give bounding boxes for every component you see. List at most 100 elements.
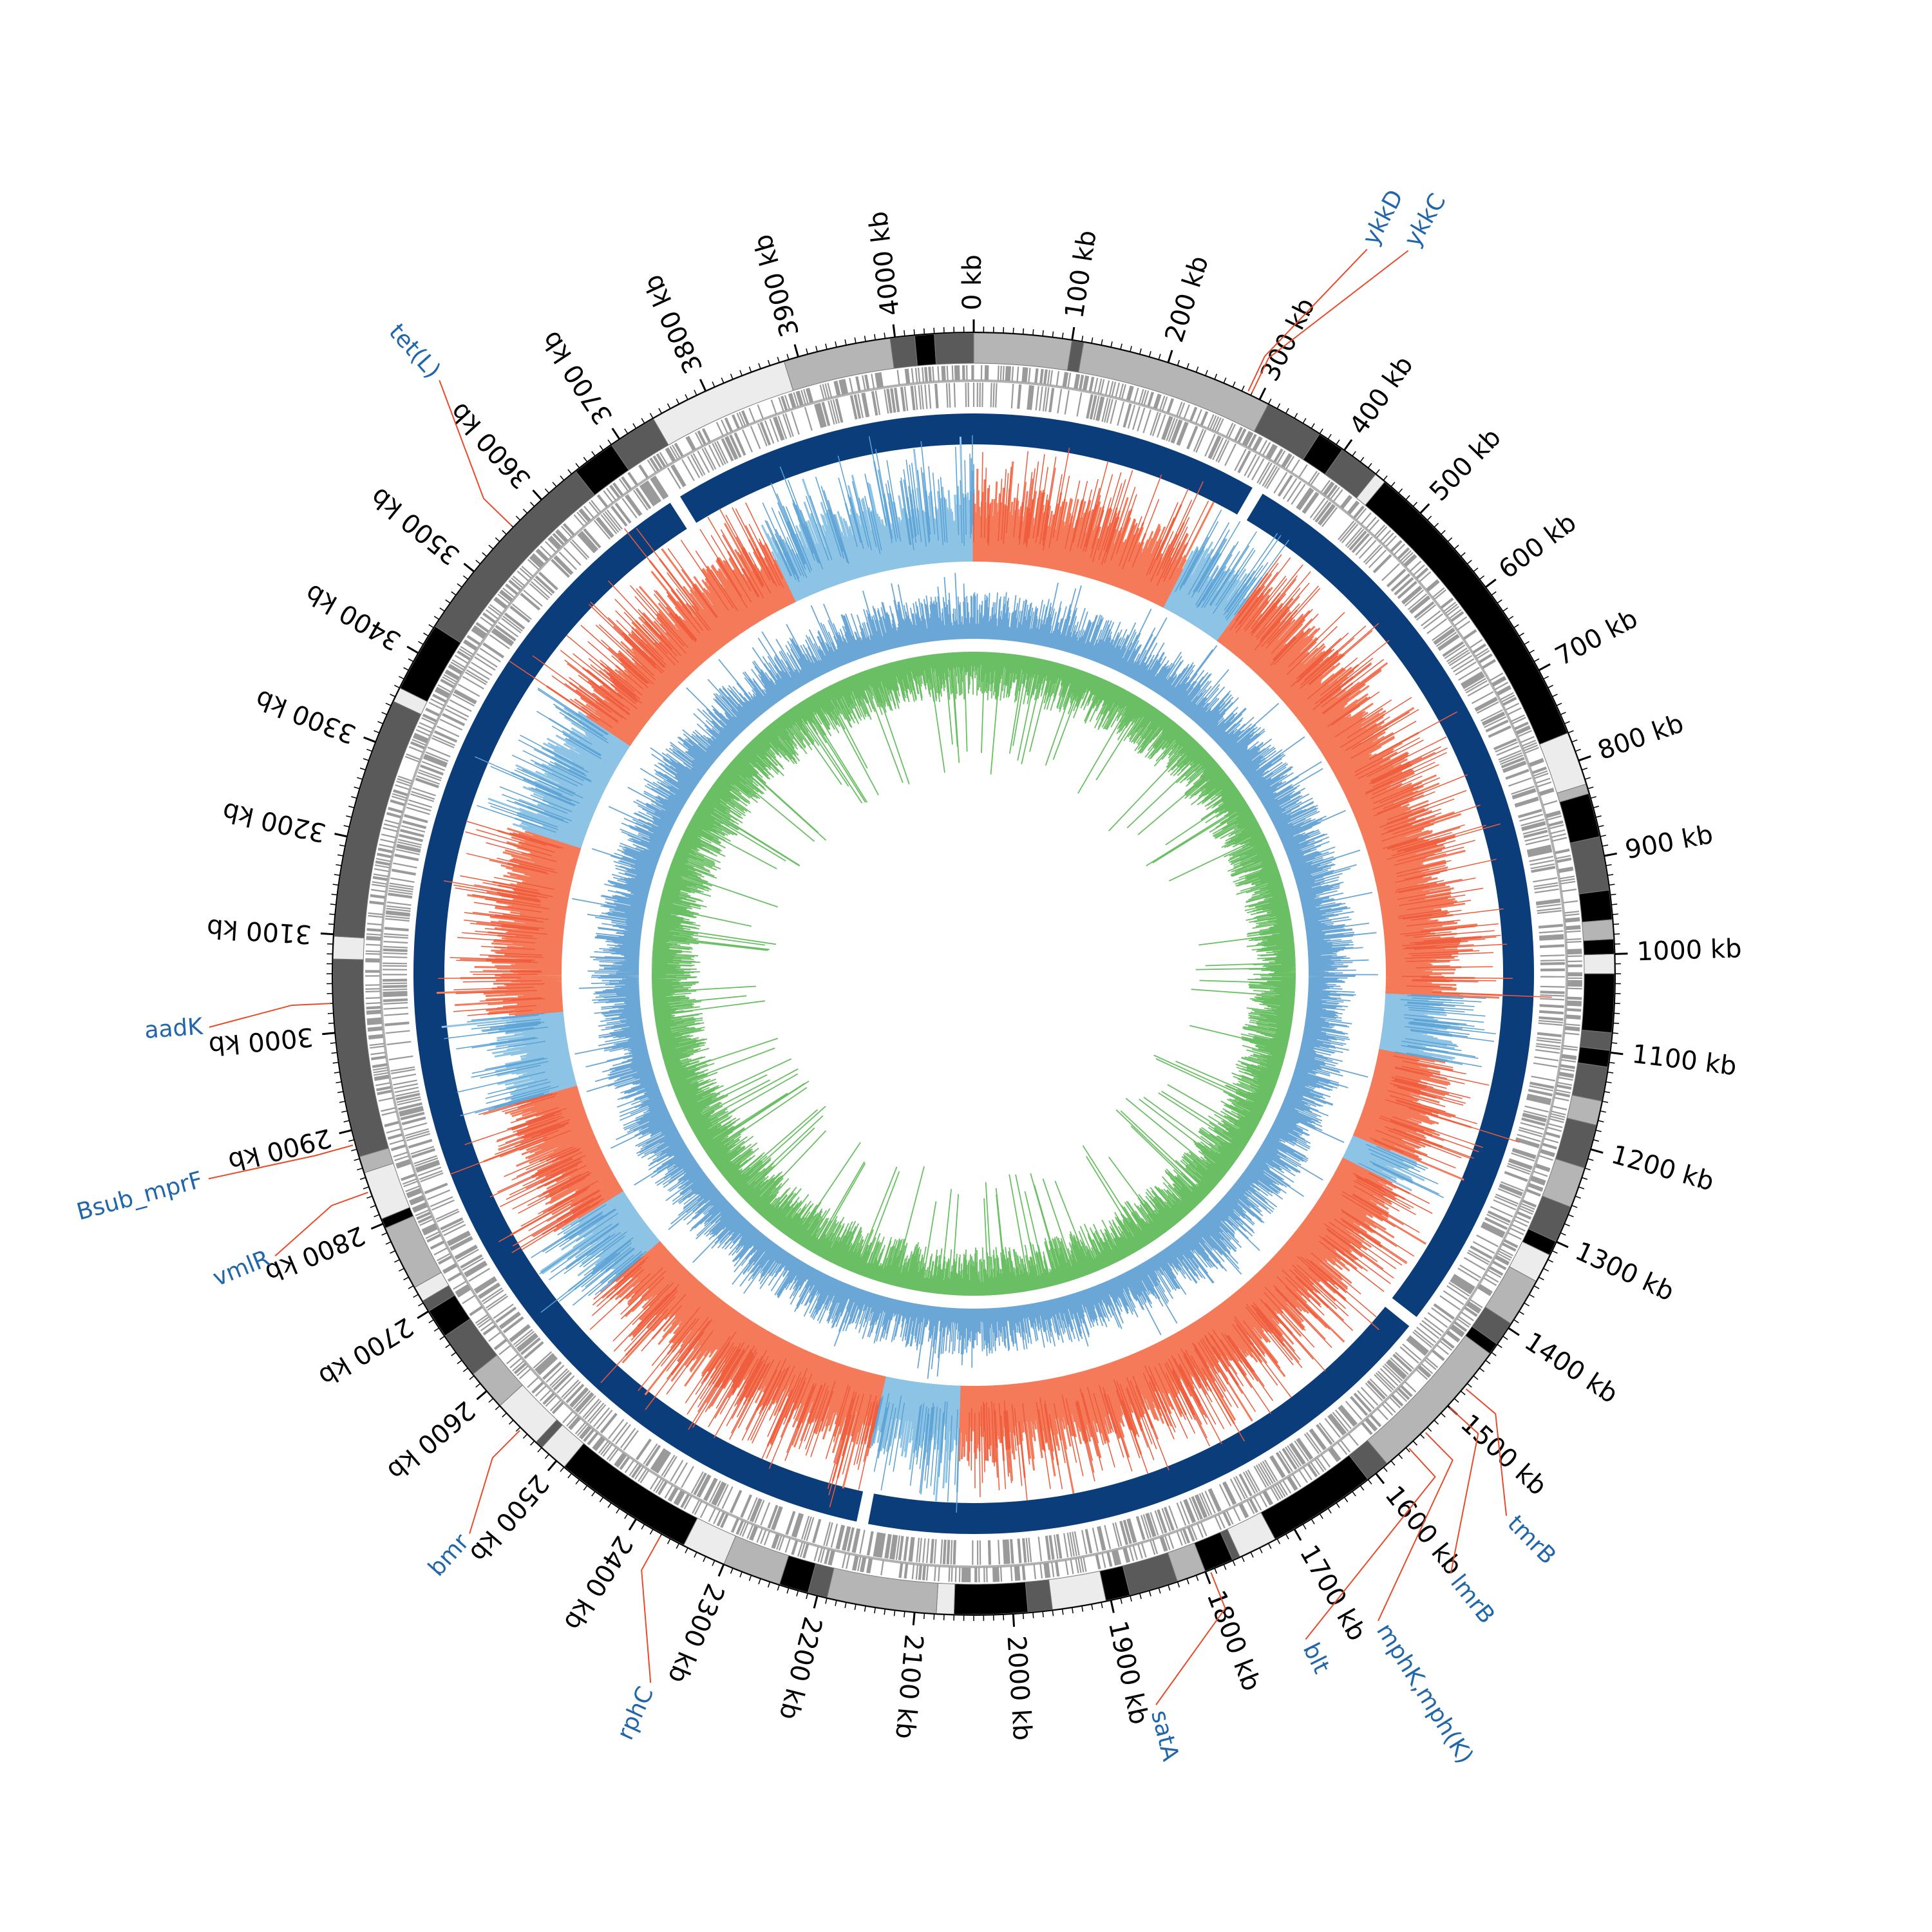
minor-tick bbox=[1567, 1214, 1574, 1218]
minor-tick bbox=[346, 815, 352, 818]
minor-tick bbox=[1327, 433, 1332, 440]
minor-tick bbox=[667, 403, 671, 409]
minor-tick bbox=[1497, 599, 1502, 604]
minor-tick bbox=[786, 354, 790, 360]
minor-tick bbox=[1441, 1412, 1446, 1417]
minor-tick bbox=[1022, 1613, 1025, 1620]
minor-tick bbox=[433, 616, 440, 620]
minor-tick bbox=[1466, 1383, 1472, 1388]
contig-72 bbox=[934, 332, 974, 365]
minor-tick bbox=[502, 1412, 507, 1417]
minor-tick bbox=[1148, 1590, 1151, 1596]
minor-tick bbox=[1466, 560, 1472, 565]
major-tick bbox=[334, 833, 348, 838]
minor-tick bbox=[767, 1582, 771, 1588]
minor-tick bbox=[815, 346, 818, 352]
minor-tick bbox=[1434, 522, 1439, 528]
minor-tick bbox=[327, 1012, 334, 1014]
minor-tick bbox=[1285, 1533, 1289, 1540]
minor-tick bbox=[1614, 1012, 1620, 1014]
minor-tick bbox=[332, 884, 339, 886]
minor-tick bbox=[1120, 343, 1122, 350]
minor-tick bbox=[649, 1529, 654, 1535]
minor-tick bbox=[1556, 703, 1562, 706]
minor-tick bbox=[599, 445, 604, 451]
minor-tick bbox=[418, 641, 424, 645]
minor-tick bbox=[1524, 1302, 1530, 1307]
minor-tick bbox=[1611, 904, 1618, 905]
major-tick bbox=[1012, 1614, 1016, 1627]
tick-label: 1100 kb bbox=[1631, 1039, 1738, 1082]
minor-tick bbox=[1567, 730, 1574, 734]
minor-tick bbox=[1460, 1390, 1466, 1396]
major-tick bbox=[813, 1595, 819, 1609]
minor-tick bbox=[712, 1560, 715, 1566]
minor-tick bbox=[469, 1375, 475, 1380]
minor-tick bbox=[854, 1604, 857, 1611]
tick-label: 3500 kb bbox=[365, 482, 466, 571]
minor-tick bbox=[457, 583, 462, 588]
minor-tick bbox=[591, 451, 596, 457]
minor-tick bbox=[1158, 354, 1161, 360]
minor-tick bbox=[641, 1524, 645, 1530]
minor-tick bbox=[1454, 1398, 1459, 1403]
minor-tick bbox=[1177, 359, 1180, 366]
minor-tick bbox=[1605, 1081, 1612, 1084]
gene-label-leader bbox=[1378, 1432, 1454, 1622]
gc-content-outer bbox=[572, 573, 1378, 1379]
minor-tick bbox=[544, 488, 549, 494]
minor-tick bbox=[366, 1195, 373, 1199]
minor-tick bbox=[1600, 1110, 1606, 1113]
contig-12 bbox=[1578, 889, 1613, 923]
minor-tick bbox=[1367, 1479, 1372, 1485]
minor-tick bbox=[825, 343, 828, 350]
minor-tick bbox=[544, 1454, 549, 1459]
minor-tick bbox=[624, 428, 629, 434]
tick-label: 1900 kb bbox=[1103, 1618, 1154, 1727]
minor-tick bbox=[1426, 515, 1432, 521]
minor-tick bbox=[445, 599, 451, 604]
minor-tick bbox=[685, 1548, 688, 1553]
minor-tick bbox=[1539, 1276, 1544, 1281]
minor-tick bbox=[560, 1466, 565, 1472]
minor-tick bbox=[331, 893, 337, 896]
minor-tick bbox=[1032, 329, 1034, 336]
minor-tick bbox=[1613, 923, 1620, 925]
minor-tick bbox=[336, 864, 342, 866]
minor-tick bbox=[1294, 413, 1298, 419]
tick-ring bbox=[320, 319, 1628, 1627]
minor-tick bbox=[385, 1241, 392, 1245]
minor-tick bbox=[1560, 1232, 1566, 1236]
minor-tick bbox=[1600, 835, 1606, 837]
minor-tick bbox=[385, 703, 392, 706]
minor-tick bbox=[1502, 1336, 1508, 1340]
gene-label-leader bbox=[1449, 1406, 1479, 1574]
tick-label: 800 kb bbox=[1594, 708, 1687, 766]
minor-tick bbox=[457, 1359, 462, 1365]
minor-tick bbox=[495, 1405, 500, 1410]
minor-tick bbox=[1375, 469, 1380, 475]
minor-tick bbox=[370, 1205, 376, 1208]
minor-tick bbox=[1582, 1177, 1588, 1180]
minor-tick bbox=[1072, 1607, 1074, 1614]
minor-tick bbox=[1158, 1587, 1161, 1594]
minor-tick bbox=[1311, 423, 1315, 429]
minor-tick bbox=[1602, 844, 1609, 847]
backbone-ring bbox=[413, 413, 1534, 1534]
minor-tick bbox=[1412, 1441, 1417, 1446]
major-tick bbox=[1578, 755, 1591, 762]
minor-tick bbox=[1012, 327, 1014, 334]
minor-tick bbox=[366, 748, 373, 752]
minor-tick bbox=[884, 332, 886, 339]
minor-tick bbox=[730, 1567, 734, 1574]
minor-tick bbox=[530, 1441, 535, 1446]
minor-tick bbox=[1593, 806, 1599, 808]
major-tick bbox=[339, 1129, 352, 1135]
minor-tick bbox=[1491, 1352, 1497, 1356]
minor-tick bbox=[1186, 363, 1189, 369]
contig-42 bbox=[826, 1567, 939, 1614]
gene-label: tmrB bbox=[1502, 1510, 1561, 1569]
minor-tick bbox=[1454, 544, 1459, 549]
minor-tick bbox=[1390, 1460, 1396, 1466]
contig-ring bbox=[332, 332, 1615, 1615]
